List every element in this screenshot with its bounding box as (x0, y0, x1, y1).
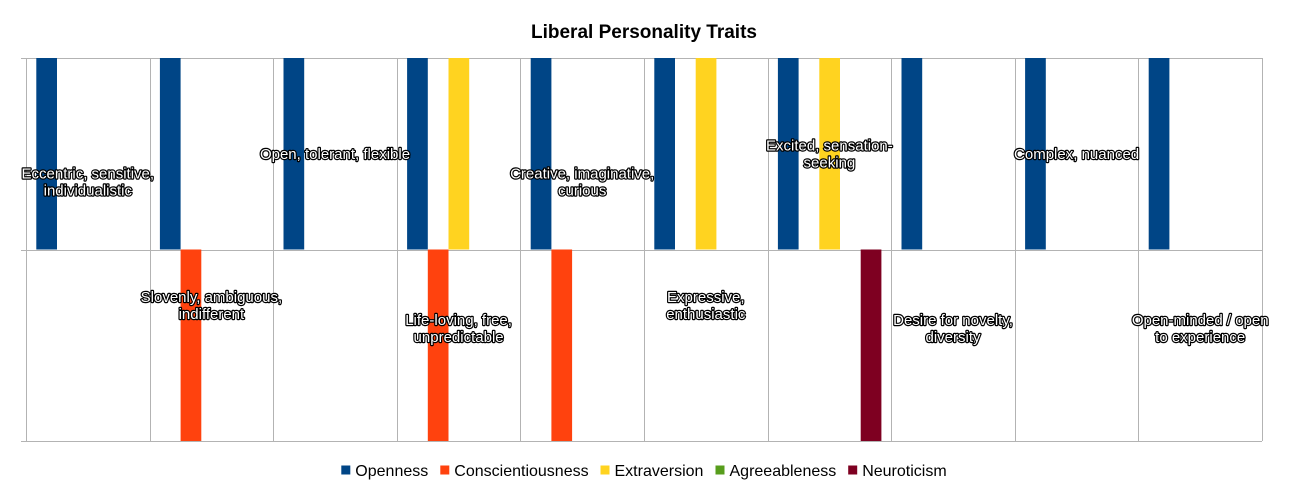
legend-label-conscientiousness: Conscientiousness (454, 463, 588, 480)
data-label-9-line-0: Open-minded / open (1132, 312, 1269, 329)
data-label-5-line-0: Expressive, (667, 289, 745, 306)
bar-openness-5 (654, 58, 675, 250)
legend-item-extraversion: Extraversion (600, 463, 704, 480)
data-label-2-line-0: Open, tolerant, flexible (260, 146, 410, 163)
bar-extraversion-5 (695, 58, 717, 250)
legend-label-openness: Openness (355, 463, 428, 480)
legend-item-conscientiousness: Conscientiousness (440, 463, 589, 480)
bar-openness-0 (36, 58, 57, 250)
bar-extraversion-6 (819, 58, 840, 250)
gridlines (21, 58, 1263, 442)
legend-swatch-agreeableness (715, 465, 725, 475)
legend-swatch-extraversion (600, 465, 610, 475)
legend-swatch-conscientiousness (440, 465, 450, 475)
data-label-7-line-1: diversity (925, 329, 981, 346)
legend: Openness Conscientiousness Extraversion Agr… (341, 463, 947, 480)
data-label-5-line-1: enthusiastic (666, 306, 746, 323)
bar-extraversion-3 (448, 58, 470, 250)
legend-item-agreeableness: Agreeableness (715, 463, 837, 480)
bar-openness-7 (901, 58, 923, 250)
bar-openness-2 (283, 58, 305, 250)
bar-openness-6 (777, 58, 799, 250)
data-label-8-line-0: Complex, nuanced (1014, 146, 1139, 163)
data-label-9-line-1: to experience (1155, 329, 1245, 346)
data-label-7-line-0: Desire for novelty, (893, 312, 1013, 329)
bar-openness-9 (1148, 58, 1170, 250)
bar-openness-3 (407, 58, 428, 250)
bars (36, 58, 1170, 441)
legend-label-extraversion: Extraversion (615, 463, 704, 480)
bar-openness-1 (159, 58, 181, 250)
chart-title: Liberal Personality Traits (531, 22, 757, 43)
data-label-6-line-0: Excited, sensation- (766, 137, 893, 154)
legend-item-openness: Openness (341, 463, 428, 480)
data-label-1-line-1: indifferent (179, 306, 245, 323)
bar-conscientiousness-3 (427, 249, 449, 441)
data-label-1-line-0: Slovenly, ambiguous, (141, 289, 282, 306)
bar-conscientiousness-1 (180, 249, 202, 441)
bar-conscientiousness-4 (551, 249, 573, 441)
data-label-3-line-1: unpredictable (414, 329, 504, 346)
bar-openness-8 (1025, 58, 1046, 250)
data-label-4-line-0: Creative, imaginative, (510, 165, 654, 182)
legend-swatch-openness (341, 465, 351, 475)
legend-item-neuroticism: Neuroticism (848, 463, 947, 480)
legend-label-neuroticism: Neuroticism (862, 463, 946, 480)
data-labels: Eccentric, sensitive,individualistic Slov… (20, 136, 1269, 347)
bar-neuroticism-6 (860, 249, 882, 441)
data-label-6-line-1: seeking (804, 154, 856, 171)
data-label-3-line-0: Life-loving, free, (405, 312, 512, 329)
data-label-0-line-0: Eccentric, sensitive, (22, 165, 155, 182)
legend-label-agreeableness: Agreeableness (730, 463, 837, 480)
data-label-0-line-1: individualistic (44, 182, 133, 199)
legend-swatch-neuroticism (848, 465, 858, 475)
data-label-4-line-1: curious (558, 182, 606, 199)
bar-openness-4 (530, 58, 552, 250)
